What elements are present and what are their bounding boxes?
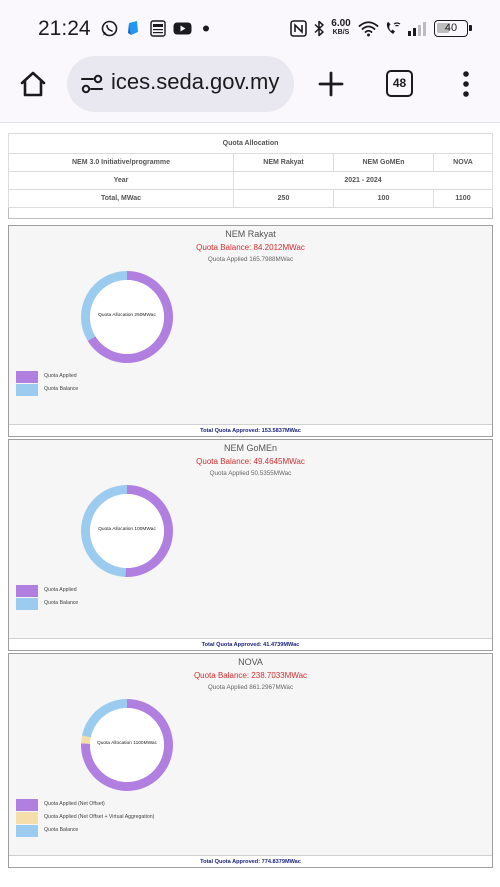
legend-label: Quota Balance: [44, 386, 79, 392]
url-text[interactable]: ices.seda.gov.my: [111, 69, 280, 94]
legend-swatch-applied: [16, 799, 38, 811]
table-year-value: 2021 - 2024: [233, 171, 493, 190]
legend-swatch-balance: [16, 598, 38, 610]
panel-nem-rakyat: NEM Rakyat Quota Balance: 84.2012MWac Qu…: [8, 225, 493, 437]
slice-quota-applied[interactable]: [125, 485, 174, 577]
quota-balance-text: Quota Balance: 84.2012MWac: [196, 243, 305, 252]
donut-hole: [90, 280, 164, 354]
slice-quota-balance[interactable]: [81, 699, 127, 738]
total-quota-approved: Total Quota Approved: 774.8379MWac: [9, 855, 492, 867]
panel-title: NOVA: [238, 657, 263, 667]
battery-tip: [469, 25, 472, 31]
signal-strength-icon: [408, 22, 426, 36]
more-notifications-dot-icon: [203, 25, 209, 32]
tab-switcher-button[interactable]: 48: [386, 70, 413, 97]
table-footer-spacer: [9, 208, 493, 219]
more-options-icon[interactable]: [460, 70, 472, 98]
donut-hole: [90, 494, 164, 568]
legend-label: Quota Balance: [44, 827, 79, 833]
nfc-icon: [290, 20, 307, 37]
battery-icon: 40: [434, 20, 472, 37]
donut-chart: [81, 485, 174, 577]
battery-percent: 40: [444, 22, 458, 34]
legend-label: Quota Applied (Net Offset + Virtual Aggr…: [44, 814, 155, 820]
donut-chart: [81, 699, 173, 791]
slice-quota-balance[interactable]: [81, 485, 127, 577]
table-title: Quota Allocation: [8, 133, 493, 154]
network-speed-unit: KB/S: [332, 29, 350, 36]
quota-balance-text: Quota Balance: 49.4645MWac: [196, 457, 305, 466]
panel-title: NEM GoMEn: [223, 443, 277, 453]
panel-nova: NOVA Quota Balance: 238.7033MWac Quota A…: [8, 653, 493, 868]
app-notification-icon: [128, 21, 138, 35]
legend-swatch-balance: [16, 384, 38, 396]
table-header-programme: NEM 3.0 Initiative/programme: [8, 153, 234, 172]
legend-label: Quota Balance: [44, 600, 79, 606]
status-bar: 21:24 6.00 KB/S: [0, 0, 500, 56]
table-header-nova: NOVA: [433, 153, 493, 172]
legend-swatch-applied: [16, 585, 38, 597]
home-icon[interactable]: [18, 69, 48, 99]
address-bar[interactable]: ices.seda.gov.my: [67, 56, 294, 112]
legend-label: Quota Applied: [44, 373, 77, 379]
table-header-nem-rakyat: NEM Rakyat: [233, 153, 334, 172]
legend-swatch-balance: [16, 825, 38, 837]
table-header-nem-gomen: NEM GoMEn: [333, 153, 434, 172]
donut-hole: [90, 708, 164, 782]
whatsapp-icon: [101, 20, 118, 37]
browser-toolbar: ices.seda.gov.my 48: [0, 56, 500, 122]
legend-label: Quota Applied: [44, 587, 77, 593]
table-total-nem-rakyat: 250: [233, 189, 334, 208]
panel-title: NEM Rakyat: [225, 229, 276, 239]
wifi-calling-icon: [386, 22, 401, 34]
new-tab-icon[interactable]: [317, 70, 345, 98]
network-speed: 6.00 KB/S: [328, 18, 354, 37]
donut-center-label: Quota Allocation 250MWac: [98, 313, 156, 318]
donut-chart: [81, 271, 173, 363]
wifi-icon: [358, 21, 379, 37]
quota-allocation-table: Quota Allocation NEM 3.0 Initiative/prog…: [8, 133, 493, 219]
slice-quota-balance[interactable]: [81, 271, 127, 341]
legend-label: Quota Applied (Net Offset): [44, 801, 105, 807]
slice-quota-applied-virtual[interactable]: [81, 735, 91, 744]
panel-nem-gomen: NEM GoMEn Quota Balance: 49.4645MWac Quo…: [8, 439, 493, 651]
quota-applied-text: Quota Applied 165.7988MWac: [207, 256, 294, 263]
status-time: 21:24: [38, 17, 91, 40]
table-total-label: Total, MWac: [8, 189, 234, 208]
youtube-icon: [173, 22, 192, 35]
total-quota-approved: Total Quota Approved: 153.5837MWac: [9, 424, 492, 436]
site-settings-icon[interactable]: [81, 74, 103, 94]
bluetooth-icon: [314, 20, 324, 37]
donut-center-label: Quota Allocation 1100MWac: [97, 741, 157, 746]
table-year-label: Year: [8, 171, 234, 190]
donut-center-label: Quota Allocation 100MWac: [98, 527, 156, 532]
quota-balance-text: Quota Balance: 238.7033MWac: [193, 671, 308, 680]
news-app-icon: [150, 20, 166, 37]
battery-level-fill: [437, 23, 449, 33]
legend-swatch-virtual: [16, 812, 38, 824]
table-total-nova: 1100: [433, 189, 493, 208]
quota-applied-text: Quota Applied 50.5355MWac: [209, 470, 292, 477]
network-speed-value: 6.00: [331, 18, 351, 29]
table-total-nem-gomen: 100: [333, 189, 434, 208]
legend-swatch-applied: [16, 371, 38, 383]
quota-applied-text: Quota Applied 861.2967MWac: [207, 684, 294, 691]
page-content: Quota Allocation NEM 3.0 Initiative/prog…: [0, 122, 500, 887]
total-quota-approved: Total Quota Approved: 41.4739MWac: [9, 638, 492, 650]
tab-count: 48: [392, 76, 407, 90]
